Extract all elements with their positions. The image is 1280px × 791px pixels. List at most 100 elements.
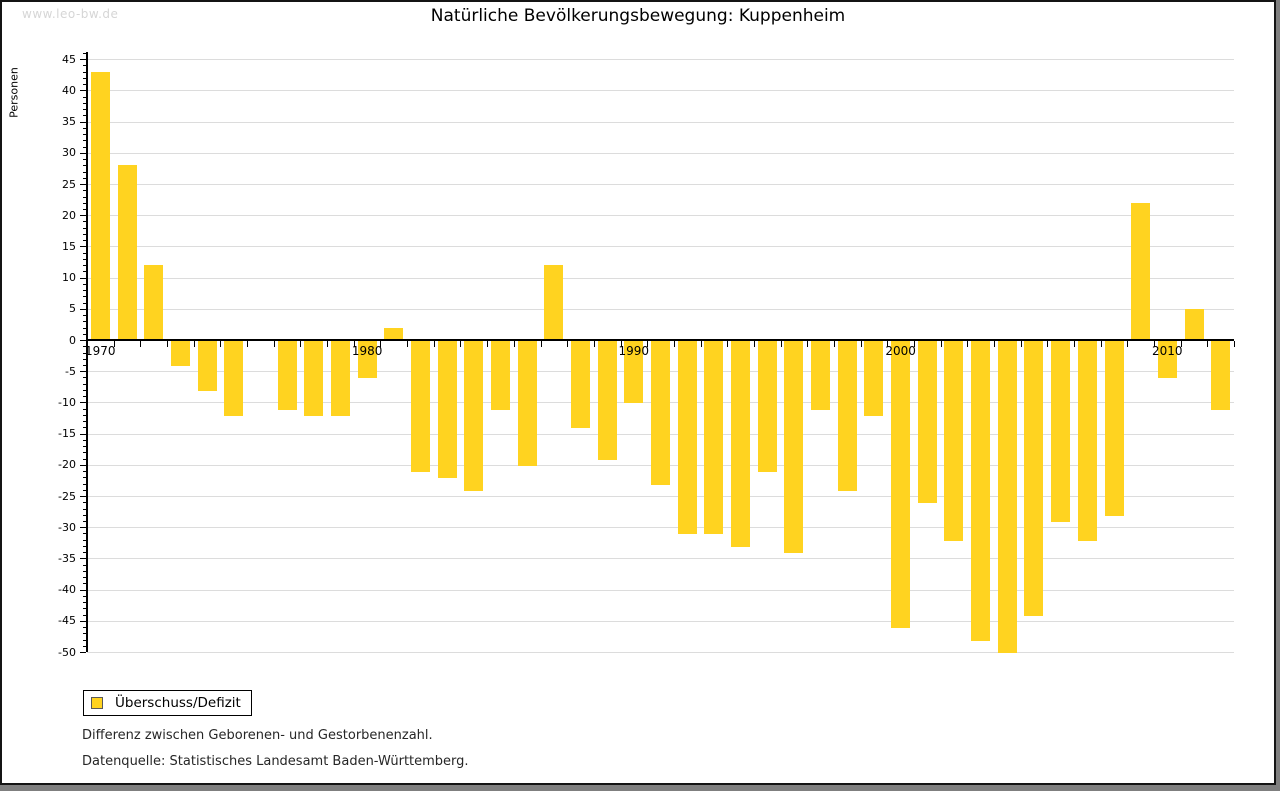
caption-definition: Differenz zwischen Geborenen- und Gestor… (82, 728, 433, 743)
y-tick--6 (83, 377, 86, 379)
y-tick--22 (83, 477, 86, 479)
y-gridline--45 (87, 620, 1234, 622)
x-tick-35 (1020, 341, 1022, 347)
x-tick-label-1970: 1970 (85, 344, 116, 358)
y-tick--21 (83, 471, 86, 472)
bar-1971 (117, 165, 137, 341)
y-tick-37 (83, 109, 86, 111)
x-tick-36 (1047, 341, 1049, 347)
y-tick-label-0: 0 (69, 333, 76, 347)
y-tick-18 (83, 227, 86, 229)
bar-1985 (491, 340, 510, 410)
bar-1983 (437, 340, 457, 479)
x-tick-11 (380, 341, 382, 347)
x-tick-6 (247, 341, 248, 347)
bar-2011 (1184, 308, 1204, 341)
bar-1992 (677, 340, 697, 535)
y-tick-39 (83, 96, 86, 98)
bar-2001 (917, 340, 937, 504)
bar-2009 (1131, 202, 1151, 341)
y-tick--9 (83, 396, 86, 398)
y-tick--42 (83, 602, 86, 604)
chart-title: Natürliche Bevölkerungsbewegung: Kuppenh… (430, 6, 846, 26)
watermark: www.leo-bw.de (22, 7, 119, 21)
y-tick-label-5: 5 (69, 302, 76, 316)
y-gridline--50 (87, 652, 1234, 653)
bar-1991 (651, 340, 670, 485)
y-tick-12 (83, 265, 86, 267)
y-tick--25 (80, 496, 86, 497)
bar-1993 (704, 340, 724, 535)
y-gridline--40 (87, 589, 1234, 591)
y-tick--10 (80, 402, 86, 404)
y-tick--20 (80, 464, 86, 466)
y-tick-34 (83, 127, 86, 129)
bar-1977 (277, 340, 297, 410)
x-tick-22 (673, 341, 675, 347)
y-tick-46 (83, 53, 86, 54)
bar-1995 (757, 340, 777, 472)
x-tick-34 (993, 341, 995, 347)
x-tick-20 (620, 341, 622, 347)
bar-2008 (1104, 340, 1124, 516)
x-tick-38 (1100, 341, 1102, 347)
y-gridline-10 (87, 277, 1234, 279)
bar-1990 (624, 340, 644, 404)
x-tick-5 (220, 341, 222, 347)
y-tick-label-25: 25 (62, 177, 76, 191)
bar-1970 (90, 71, 110, 341)
y-tick--13 (83, 421, 86, 423)
bar-2004 (997, 340, 1017, 653)
y-tick--27 (83, 508, 86, 510)
y-tick--36 (83, 564, 86, 566)
x-tick-37 (1074, 341, 1075, 347)
y-tick-21 (83, 209, 86, 210)
y-tick--46 (83, 627, 86, 628)
y-tick-7 (83, 296, 86, 298)
x-tick-25 (753, 341, 755, 347)
y-tick-22 (83, 202, 86, 204)
y-tick-17 (83, 233, 86, 235)
y-gridline-30 (87, 152, 1234, 154)
bar-2012 (1211, 340, 1231, 410)
y-tick--39 (83, 583, 86, 585)
y-tick--34 (83, 552, 86, 554)
y-tick-38 (83, 102, 86, 104)
y-tick-25 (80, 184, 86, 185)
bar-1974 (197, 340, 217, 391)
x-tick-7 (273, 341, 275, 347)
y-tick-label-45: 45 (62, 52, 76, 66)
y-tick--2 (83, 352, 86, 354)
x-tick-8 (300, 341, 302, 347)
y-tick--7 (83, 383, 86, 385)
bar-1980 (357, 340, 377, 379)
y-tick-29 (83, 159, 86, 160)
x-tick-10 (353, 341, 355, 347)
y-tick-5 (80, 308, 86, 310)
bar-1973 (170, 340, 190, 366)
x-tick-39 (1127, 341, 1129, 347)
y-tick-23 (83, 196, 86, 198)
y-tick--15 (80, 433, 86, 435)
y-tick-15 (80, 246, 86, 248)
bar-1998 (837, 340, 857, 491)
y-tick-8 (83, 290, 86, 292)
y-tick-28 (83, 165, 86, 167)
y-tick-24 (83, 190, 86, 192)
bar-2006 (1051, 340, 1071, 522)
y-tick-35 (80, 121, 86, 123)
y-tick-20 (80, 215, 86, 217)
y-tick-19 (83, 221, 86, 223)
bar-1994 (731, 340, 750, 547)
y-tick-label-20: 20 (62, 208, 76, 222)
y-tick-41 (83, 84, 86, 86)
y-tick--18 (83, 452, 86, 454)
y-tick-label--5: -5 (65, 364, 76, 378)
bar-1982 (410, 340, 430, 472)
y-tick-45 (80, 59, 86, 61)
y-gridline-15 (87, 246, 1234, 248)
x-tick-label-2010: 2010 (1152, 344, 1183, 358)
y-tick-label-35: 35 (62, 115, 76, 129)
y-tick--33 (83, 545, 86, 547)
